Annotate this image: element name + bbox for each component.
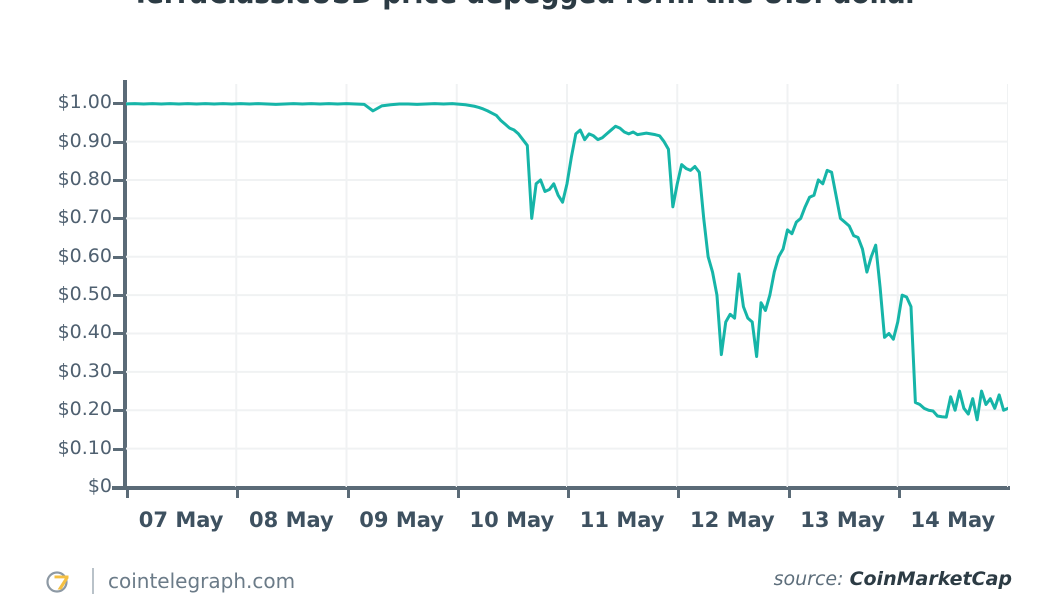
y-axis-tick-label: $0.70	[57, 206, 112, 229]
y-axis-tick-mark	[113, 409, 126, 413]
brand-block: cointelegraph.com	[44, 564, 295, 598]
x-axis-tick-mark	[456, 486, 460, 498]
y-axis-tick-mark	[113, 217, 126, 221]
y-axis-tick-mark	[113, 370, 126, 374]
y-axis-tick-label: $0.30	[57, 359, 112, 382]
y-axis-tick-label: $0.90	[57, 129, 112, 152]
y-axis-tick-mark	[113, 178, 126, 182]
y-axis-tick-label: $1.00	[57, 91, 112, 114]
x-axis-tick-label: 10 May	[469, 508, 555, 532]
y-axis-tick-labels: $0 $0.10 $0.20 $0.30 $0.40 $0.50 $0.60 $0.70 $0.…	[0, 0, 112, 600]
x-axis-tick-label: 11 May	[579, 508, 665, 532]
y-axis-line	[123, 80, 127, 490]
x-axis-tick-mark	[897, 486, 901, 498]
x-axis-tick-label: 09 May	[359, 508, 444, 532]
price-line-path	[126, 102, 1008, 422]
x-axis-tick-mark	[787, 486, 791, 498]
brand-divider	[92, 568, 94, 594]
chart-footer: cointelegraph.com source: CoinMarketCap	[0, 560, 1050, 600]
x-axis-tick-label: 12 May	[690, 508, 775, 532]
x-axis-tick-label: 14 May	[910, 508, 996, 532]
y-axis-tick-mark	[113, 486, 126, 489]
y-axis-tick-label: $0.60	[57, 244, 112, 267]
chart-title: TerraClassicUSD price depegged form the …	[0, 0, 1050, 11]
x-axis-tick-label: 08 May	[249, 508, 334, 532]
price-line-chart-svg	[126, 84, 1008, 487]
x-axis-tick-label: 13 May	[800, 508, 885, 532]
x-axis-tick-mark	[567, 486, 570, 498]
brand-text: cointelegraph.com	[108, 569, 296, 593]
y-axis-tick-mark	[113, 294, 126, 298]
y-axis-tick-mark	[113, 332, 126, 336]
y-axis-tick-label: $0.10	[57, 436, 112, 459]
x-axis-tick-mark	[677, 486, 681, 498]
cointelegraph-logo-icon	[44, 566, 74, 596]
plot-area	[126, 84, 1008, 487]
source-prefix: source:	[773, 568, 850, 590]
y-axis-tick-label: $0.50	[57, 283, 112, 306]
y-axis-tick-label: $0.40	[57, 321, 112, 344]
y-axis-tick-label: $0	[87, 475, 112, 497]
source-attribution: source: CoinMarketCap	[774, 568, 1012, 590]
vertical-gridlines	[235, 84, 1008, 487]
x-axis-tick-mark	[126, 486, 129, 498]
y-axis-tick-label: $0.80	[57, 167, 112, 190]
x-axis-tick-label: 07 May	[138, 508, 224, 532]
x-axis-tick-mark	[236, 486, 240, 498]
y-axis-tick-label: $0.20	[57, 398, 112, 421]
y-axis-tick-mark	[113, 140, 126, 144]
y-axis-tick-mark	[113, 102, 126, 106]
source-name: CoinMarketCap	[849, 568, 1012, 590]
x-axis-tick-mark	[346, 486, 350, 498]
y-axis-tick-mark	[113, 255, 126, 259]
x-axis-line	[112, 486, 1010, 490]
y-axis-tick-mark	[113, 447, 126, 451]
